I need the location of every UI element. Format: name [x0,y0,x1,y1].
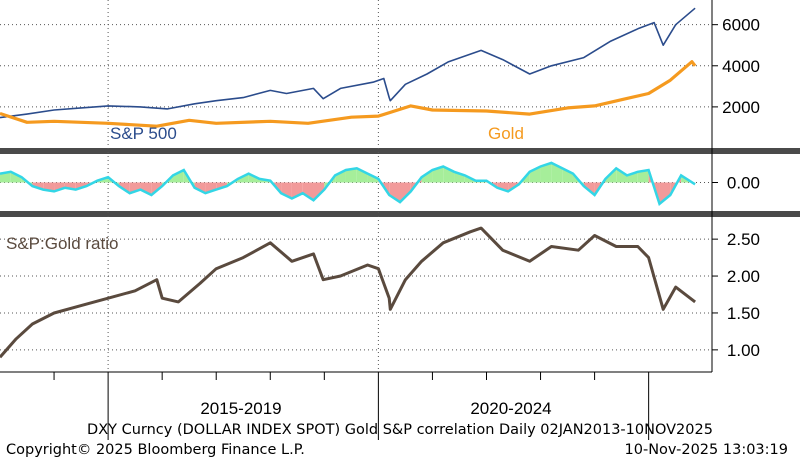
series-correlation [0,161,696,207]
correlation-panel [0,161,696,207]
y-tick-label: 2000 [722,98,760,117]
correlation-area-segment [172,170,184,183]
correlation-area-segment [540,162,552,183]
label-gold: Gold [488,124,524,143]
footer-title: DXY Curncy (DOLLAR INDEX SPOT) Gold S&P … [87,422,713,438]
label-ratio: S&P:Gold ratio [6,234,118,253]
y-tick-label: 1.00 [727,341,760,360]
correlation-area-segment [281,182,292,199]
correlation-area-segment [140,182,152,195]
series-gold [0,60,697,128]
series-s-p-500 [0,7,696,119]
correlation-area-segment [205,182,217,194]
correlation-area-segment [562,168,573,183]
grid-lines [0,0,712,372]
correlation-area-segment [302,182,314,201]
correlation-area-segment [54,182,65,192]
correlation-area-segment [356,168,368,183]
correlation-area-segment [389,182,400,203]
correlation-area-segment [497,182,509,192]
footer-copyright: Copyright© 2025 Bloomberg Finance L.P. [6,442,305,458]
y-tick-label: 2.00 [727,267,760,286]
correlation-area-segment [400,182,411,203]
period-label-2020-2024: 2020-2024 [470,399,551,418]
y-tick-label: 0.00 [727,174,760,193]
series-s-p-gold-ratio [0,226,697,359]
y-tick-label: 6000 [722,16,760,35]
series-lines [0,7,697,359]
label-spx: S&P 500 [110,124,177,143]
correlation-area-segment [0,171,11,183]
footer-timestamp: 10-Nov-2025 13:03:19 [624,442,788,458]
y-tick-label: 2.50 [727,230,760,249]
correlation-area-segment [432,166,444,183]
correlation-area-segment [129,182,141,194]
correlation-area-segment [637,170,649,183]
panel-separator-top [0,148,800,154]
correlation-area-segment [345,168,357,183]
axis-ticks: 2000 4000 6000 0.00 1.00 1.50 2.00 2.50 [53,16,760,440]
correlation-area-segment [454,171,465,183]
correlation-area-segment [659,182,671,204]
panel-separator-bottom [0,211,800,217]
period-label-2015-2019: 2015-2019 [200,399,281,418]
y-tick-label: 1.50 [727,304,760,323]
correlation-area-segment [616,168,628,183]
y-tick-label: 4000 [722,57,760,76]
correlation-area-segment [335,170,346,183]
